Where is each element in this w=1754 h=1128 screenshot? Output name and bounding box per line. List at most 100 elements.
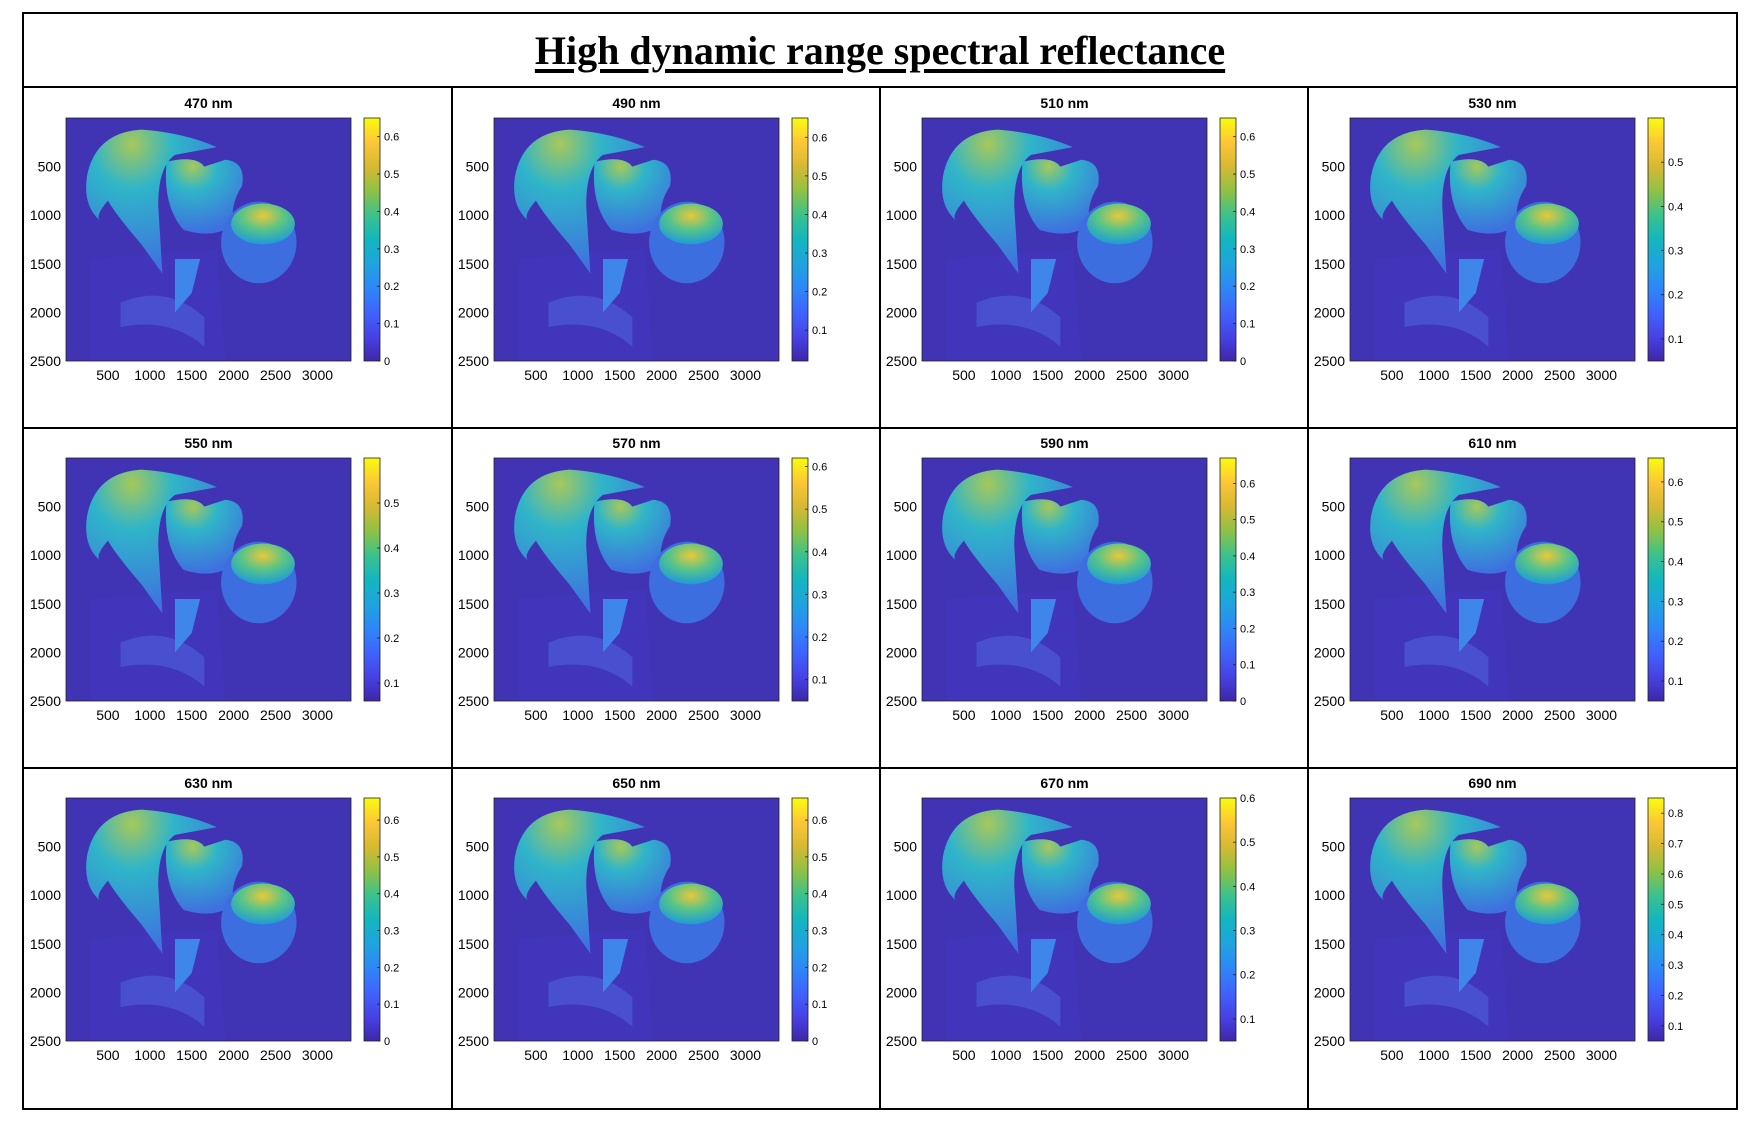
colorbar bbox=[1219, 797, 1237, 1042]
x-tick-label: 500 bbox=[1380, 367, 1404, 383]
x-tick-label: 3000 bbox=[1158, 367, 1189, 383]
colorbar-tick-label: 0.5 bbox=[812, 504, 827, 516]
y-tick-label: 1000 bbox=[30, 887, 61, 903]
heatmap-svg: 650 nm 500 1000 1500 2000 2500 500 1000 1500 2000… bbox=[458, 775, 827, 1063]
specimen-arc bbox=[548, 975, 633, 1027]
y-tick-label: 500 bbox=[38, 499, 62, 515]
specimen-stem bbox=[602, 258, 629, 313]
x-tick-label: 500 bbox=[96, 707, 120, 723]
y-tick-label: 1500 bbox=[458, 256, 489, 272]
x-tick-label: 2500 bbox=[688, 367, 719, 383]
colorbar-tick-label: 0.3 bbox=[384, 926, 399, 938]
heatmap-svg: 550 nm 500 1000 1500 2000 2500 500 1000 1500 2000… bbox=[30, 435, 399, 723]
x-tick-label: 2500 bbox=[260, 1047, 291, 1063]
colorbar-tick-label: 0.3 bbox=[1668, 596, 1683, 608]
specimen-arc bbox=[1404, 295, 1489, 347]
x-tick-label: 2500 bbox=[1116, 707, 1147, 723]
colorbar-tick-label: 0 bbox=[1240, 356, 1246, 368]
panel-divider bbox=[879, 88, 881, 1108]
y-tick-label: 2500 bbox=[886, 1033, 917, 1049]
colorbar-tick-label: 0.3 bbox=[1240, 587, 1255, 599]
x-tick-label: 2500 bbox=[1116, 1047, 1147, 1063]
x-tick-label: 1500 bbox=[176, 707, 207, 723]
axes-frame bbox=[493, 457, 780, 702]
heatmap-svg: 530 nm 500 1000 1500 2000 2500 500 1000 1500 2000… bbox=[1314, 95, 1683, 383]
specimen-body bbox=[942, 469, 1073, 614]
specimen-body bbox=[1370, 129, 1501, 274]
colorbar-tick-label: 0.3 bbox=[1668, 960, 1683, 972]
x-tick-label: 3000 bbox=[1158, 1047, 1189, 1063]
x-tick-label: 1000 bbox=[1418, 367, 1449, 383]
specimen-arc bbox=[1404, 635, 1489, 687]
x-tick-label: 2000 bbox=[218, 367, 249, 383]
panel-title: 470 nm bbox=[184, 95, 232, 111]
colorbar-tick-label: 0.2 bbox=[1668, 290, 1683, 302]
panel-divider bbox=[451, 88, 453, 1108]
colorbar-tick-label: 0.2 bbox=[384, 633, 399, 645]
colorbar-tick-label: 0.1 bbox=[1668, 334, 1683, 346]
x-tick-label: 2000 bbox=[1502, 1047, 1533, 1063]
x-tick-label: 1500 bbox=[604, 367, 635, 383]
heatmap-image bbox=[494, 798, 779, 1041]
colorbar-tick-label: 0.5 bbox=[812, 852, 827, 864]
x-tick-label: 2000 bbox=[646, 367, 677, 383]
heatmap-svg: 510 nm 500 1000 1500 2000 2500 500 1000 1500 2000… bbox=[886, 95, 1255, 383]
x-tick-label: 2000 bbox=[1074, 367, 1105, 383]
specimen-lobe bbox=[165, 499, 243, 574]
specimen-arc bbox=[120, 635, 205, 687]
x-tick-label: 1500 bbox=[1460, 367, 1491, 383]
colorbar-tick-label: 0.1 bbox=[384, 319, 399, 331]
colorbar-tick-label: 0.3 bbox=[1668, 246, 1683, 258]
y-tick-label: 1000 bbox=[458, 887, 489, 903]
colorbar bbox=[1219, 457, 1237, 702]
specimen-arc bbox=[120, 975, 205, 1027]
y-tick-label: 2000 bbox=[30, 984, 61, 1000]
y-tick-label: 500 bbox=[38, 839, 62, 855]
specimen-body bbox=[86, 469, 217, 614]
y-tick-label: 1000 bbox=[30, 207, 61, 223]
x-tick-label: 2000 bbox=[646, 1047, 677, 1063]
y-tick-label: 2500 bbox=[886, 353, 917, 369]
y-tick-label: 2500 bbox=[458, 693, 489, 709]
y-tick-label: 2500 bbox=[30, 353, 61, 369]
colorbar-tick-label: 0.5 bbox=[1668, 157, 1683, 169]
specimen-hotspot bbox=[1515, 883, 1579, 925]
y-tick-label: 2500 bbox=[1314, 693, 1345, 709]
colorbar-tick-label: 0.2 bbox=[1668, 636, 1683, 648]
y-tick-label: 1000 bbox=[458, 207, 489, 223]
colorbar-tick-label: 0.2 bbox=[1240, 970, 1255, 982]
x-tick-label: 2500 bbox=[260, 707, 291, 723]
colorbar-tick-label: 0.3 bbox=[1240, 926, 1255, 938]
colorbar-tick-label: 0.5 bbox=[812, 171, 827, 183]
x-tick-label: 1500 bbox=[1032, 707, 1063, 723]
y-tick-label: 1500 bbox=[30, 936, 61, 952]
colorbar-tick-label: 0 bbox=[812, 1036, 818, 1048]
specimen-stem bbox=[602, 598, 629, 653]
specimen-stem bbox=[1030, 938, 1057, 993]
colorbar-tick-label: 0.6 bbox=[1668, 869, 1683, 881]
x-tick-label: 2000 bbox=[1502, 707, 1533, 723]
heatmap-image bbox=[66, 798, 351, 1041]
specimen-lobe bbox=[1021, 159, 1099, 234]
colorbar-tick-label: 0.5 bbox=[1668, 517, 1683, 529]
colorbar-tick-label: 0.2 bbox=[812, 962, 827, 974]
panel-title: 530 nm bbox=[1468, 95, 1516, 111]
figure-title: High dynamic range spectral reflectance bbox=[534, 27, 1226, 73]
y-tick-label: 1500 bbox=[886, 596, 917, 612]
axes-frame bbox=[921, 457, 1208, 702]
panel-title: 610 nm bbox=[1468, 435, 1516, 451]
x-tick-label: 1500 bbox=[604, 1047, 635, 1063]
specimen-body bbox=[86, 809, 217, 954]
spectral-panel: 510 nm 500 1000 1500 2000 2500 500 1000 1500 2000… bbox=[880, 88, 1308, 428]
colorbar-tick-label: 0.3 bbox=[812, 926, 827, 938]
heatmap-svg: 670 nm 500 1000 1500 2000 2500 500 1000 1500 2000… bbox=[886, 775, 1255, 1063]
axes-frame bbox=[65, 117, 352, 362]
colorbar-tick-label: 0.5 bbox=[1668, 899, 1683, 911]
y-tick-label: 1000 bbox=[1314, 207, 1345, 223]
heatmap-image bbox=[66, 118, 351, 361]
colorbar-tick-label: 0.3 bbox=[812, 589, 827, 601]
y-tick-label: 2000 bbox=[30, 644, 61, 660]
colorbar-tick-label: 0 bbox=[1240, 696, 1246, 708]
colorbar-tick-label: 0.4 bbox=[812, 209, 827, 221]
x-tick-label: 500 bbox=[1380, 1047, 1404, 1063]
